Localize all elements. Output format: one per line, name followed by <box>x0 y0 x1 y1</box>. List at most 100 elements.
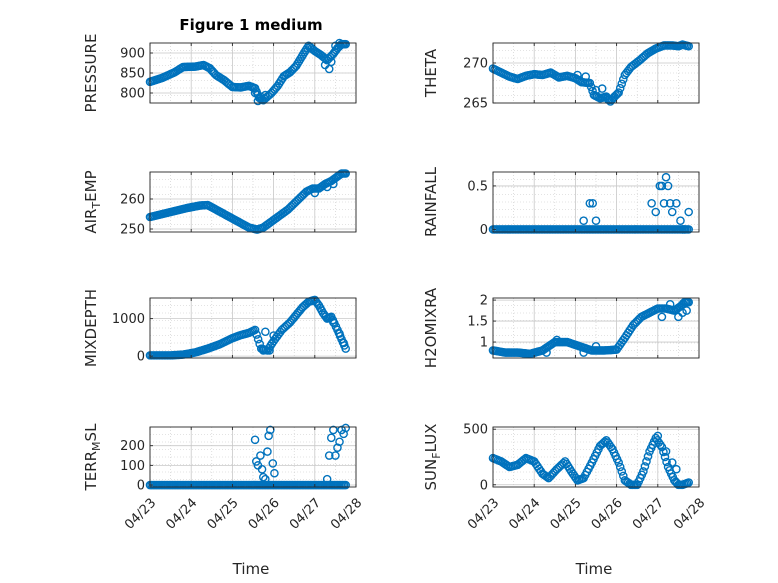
subplot-1: 800 850 900 PRESSURE <box>82 34 357 113</box>
data-point <box>585 78 595 88</box>
data-point <box>657 181 667 191</box>
data-point <box>591 341 601 351</box>
y-axis-label: TERRMSL <box>82 423 103 492</box>
y-tick-label: 900 <box>120 47 145 62</box>
data-point <box>640 462 650 471</box>
data-point <box>331 451 340 460</box>
left-x-axis-label: Time <box>232 560 270 578</box>
data-point <box>588 199 598 208</box>
y-tick-label: 1000 <box>112 312 145 327</box>
y-tick-label: 200 <box>120 439 145 454</box>
data-point <box>643 452 653 461</box>
data-point <box>684 478 694 487</box>
data-point <box>579 348 588 357</box>
axes-box <box>492 171 700 233</box>
data-point <box>657 312 667 322</box>
data-point <box>656 440 665 450</box>
x-tick-label: 04/24 <box>163 496 200 533</box>
data-point <box>341 169 351 178</box>
figure-title: Figure 1 medium <box>179 16 322 34</box>
data-point <box>678 308 687 317</box>
data-point <box>676 216 685 225</box>
data-point <box>552 335 562 345</box>
axes-box <box>492 426 700 488</box>
data-point <box>614 458 623 467</box>
y-tick-label: 270 <box>463 57 488 72</box>
y-axis-label: PRESSURE <box>82 34 100 113</box>
subplot-7: 0 100 200 04/23 04/24 04/25 04/26 04/27 04/28 TER… <box>82 423 365 533</box>
y-tick-label: 100 <box>120 459 145 474</box>
y-axis-label-main: AIR <box>82 209 100 234</box>
data-point <box>659 199 669 208</box>
y-tick-label: 265 <box>463 97 488 112</box>
x-tick-label: 04/24 <box>506 496 543 533</box>
x-tick-label: 04/26 <box>589 496 626 533</box>
y-axis-label-main: TERR <box>82 451 100 492</box>
data-point <box>611 90 621 100</box>
data-point <box>682 306 691 315</box>
subplot-8: 0 500 04/23 04/24 04/25 04/26 04/27 04/28 SUNFLU… <box>422 423 708 533</box>
data-point <box>672 199 681 208</box>
data-point <box>261 327 270 337</box>
data-point <box>258 472 268 482</box>
data-point <box>252 330 261 339</box>
y-tick-label: 0 <box>137 350 145 365</box>
data-point <box>341 423 351 433</box>
data-point <box>341 344 351 353</box>
right-x-axis-label: Time <box>575 560 613 578</box>
data-point <box>684 207 694 217</box>
data-point <box>261 474 270 484</box>
y-tick-label: 850 <box>120 67 145 82</box>
y-tick-label: 1 <box>480 336 488 351</box>
subplot-4: 0 0.5 RAINFALL <box>422 166 700 238</box>
y-axis-label: THETA <box>422 48 440 98</box>
data-point <box>617 79 627 89</box>
data-point <box>341 480 351 490</box>
data-point <box>324 451 334 460</box>
data-point <box>573 70 582 80</box>
data-point <box>335 437 344 447</box>
data-point <box>614 88 623 97</box>
data-point <box>615 462 625 472</box>
data-point <box>684 297 694 307</box>
data-point <box>615 83 625 93</box>
data-point <box>665 199 675 208</box>
data-point <box>253 334 263 344</box>
y-axis-label-rest: LUX <box>422 424 440 453</box>
data-point <box>310 188 320 198</box>
x-tick-label: 04/28 <box>328 496 365 533</box>
data-point <box>258 346 268 355</box>
data-point <box>339 338 348 348</box>
data-point <box>322 474 332 484</box>
axes-box <box>149 297 357 359</box>
subplot-2: 265 270 THETA <box>422 40 700 112</box>
data-point <box>256 451 265 460</box>
y-tick-label: 1.5 <box>467 315 488 330</box>
y-tick-label: 0.5 <box>467 179 488 194</box>
y-tick-label: 500 <box>463 423 488 438</box>
y-axis-label: MIXDEPTH <box>82 289 100 367</box>
data-point <box>591 216 601 225</box>
data-point <box>264 431 273 441</box>
data-point <box>647 199 656 208</box>
data-point <box>256 92 266 102</box>
x-tick-label: 04/25 <box>205 496 242 533</box>
data-point <box>585 199 595 208</box>
data-point <box>270 468 279 478</box>
data-point <box>639 467 648 476</box>
data-point <box>313 299 322 308</box>
data-point <box>268 459 278 468</box>
y-tick-label: 2 <box>480 294 488 309</box>
y-axis-label-subscript: T <box>90 202 103 210</box>
data-point <box>257 464 267 474</box>
y-axis-label-subscript: M <box>90 441 103 451</box>
y-tick-label: 0 <box>137 479 145 494</box>
x-tick-label: 04/27 <box>630 496 667 533</box>
data-point <box>250 435 260 445</box>
data-point <box>617 467 627 476</box>
y-axis-label-rest: SL <box>82 423 100 442</box>
data-point <box>662 457 671 467</box>
data-point <box>329 318 338 327</box>
y-tick-label: 250 <box>120 223 145 238</box>
